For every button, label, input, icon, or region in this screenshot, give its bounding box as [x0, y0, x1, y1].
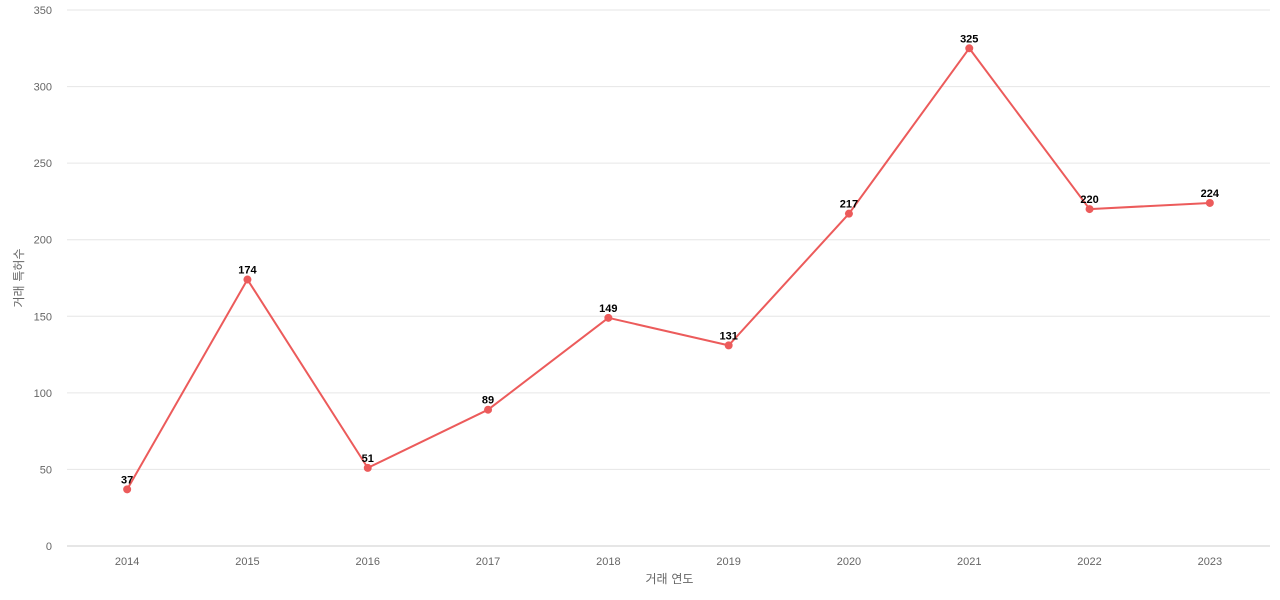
x-tick-label: 2016 [356, 556, 380, 568]
y-tick-label: 350 [34, 5, 52, 17]
gridlines [67, 9, 1270, 470]
x-tick-label: 2014 [115, 556, 139, 568]
data-label: 217 [840, 199, 858, 211]
x-tick-label: 2020 [837, 556, 861, 568]
data-point[interactable] [123, 485, 132, 494]
x-tick-label: 2018 [596, 556, 620, 568]
y-tick-label: 250 [34, 158, 52, 170]
data-point[interactable] [1085, 205, 1094, 214]
data-point[interactable] [844, 209, 853, 218]
data-labels: 37 174 51 89 149 131 217 325 220 224 [121, 33, 1220, 486]
data-point[interactable] [363, 463, 372, 472]
series-layer [123, 44, 1214, 494]
data-point[interactable] [965, 44, 974, 53]
y-axis-title: 거래 특허수 [12, 248, 26, 307]
data-label: 149 [599, 303, 617, 315]
data-label: 174 [238, 265, 257, 277]
data-point[interactable] [1205, 198, 1214, 207]
x-tick-label: 2021 [957, 556, 981, 568]
y-tick-label: 150 [34, 311, 52, 323]
x-tick-label: 2019 [716, 556, 740, 568]
x-tick-label: 2017 [476, 556, 500, 568]
data-point[interactable] [243, 275, 252, 284]
series-line [126, 47, 1210, 490]
y-tick-label: 50 [40, 464, 52, 476]
x-tick-label: 2023 [1198, 556, 1222, 568]
axes: 0 50 100 150 200 250 300 350 2014 2015 2016 2017 201… [34, 5, 1270, 568]
x-tick-label: 2015 [235, 556, 259, 568]
data-point[interactable] [724, 341, 733, 350]
data-label: 37 [121, 474, 133, 486]
y-tick-label: 0 [46, 541, 52, 553]
y-tick-label: 100 [34, 388, 52, 400]
x-axis-title: 거래 연도 [646, 572, 694, 586]
data-label: 51 [362, 453, 374, 465]
data-label: 89 [482, 395, 494, 407]
data-label: 220 [1080, 194, 1098, 206]
y-tick-label: 300 [34, 82, 52, 94]
data-point[interactable] [604, 313, 613, 322]
data-label: 224 [1201, 188, 1220, 200]
data-label: 131 [719, 330, 737, 342]
data-label: 325 [960, 33, 978, 45]
data-point[interactable] [484, 405, 493, 414]
x-tick-label: 2022 [1077, 556, 1101, 568]
y-tick-label: 200 [34, 235, 52, 247]
